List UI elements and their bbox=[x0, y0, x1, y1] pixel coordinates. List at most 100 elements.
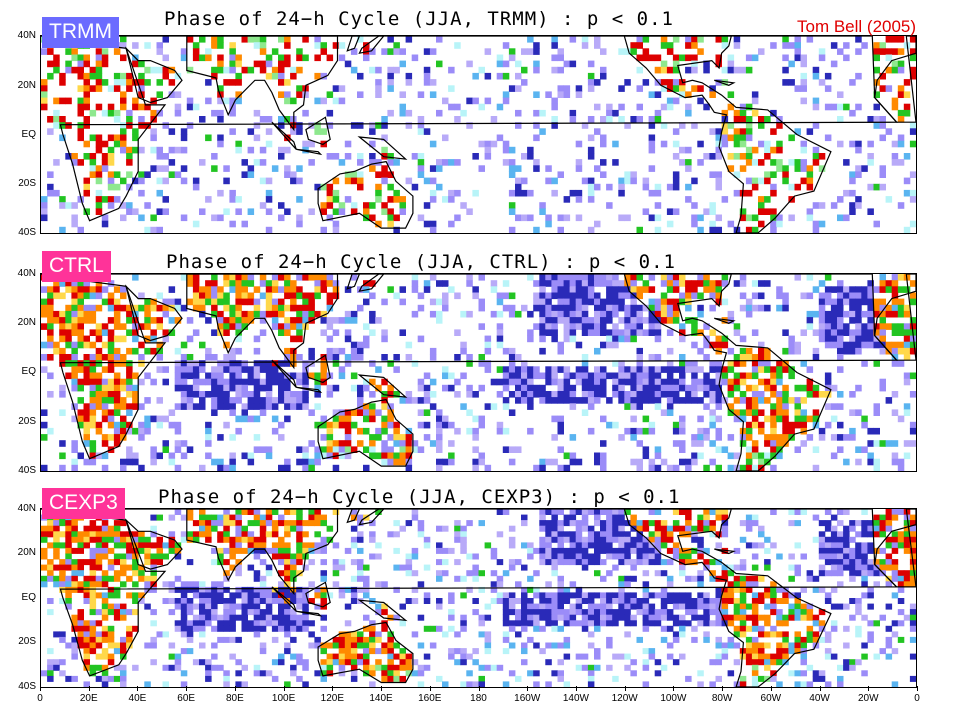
phase-cell bbox=[776, 372, 783, 380]
phase-cell bbox=[302, 531, 309, 538]
phase-cell bbox=[909, 140, 916, 148]
phase-cell bbox=[909, 514, 916, 521]
phase-cell bbox=[636, 531, 643, 538]
phase-cell bbox=[107, 146, 115, 154]
phase-cell bbox=[168, 421, 176, 429]
phase-cell bbox=[703, 403, 710, 410]
phase-cell bbox=[849, 391, 856, 398]
phase-cell bbox=[241, 36, 248, 43]
phase-cell bbox=[199, 54, 206, 62]
phase-cell bbox=[581, 36, 589, 43]
phase-cell bbox=[199, 598, 206, 604]
phase-cell bbox=[885, 581, 893, 588]
phase-cell bbox=[782, 409, 789, 416]
phase-cell bbox=[733, 415, 741, 423]
phase-cell bbox=[223, 536, 230, 543]
phase-cell bbox=[703, 103, 710, 111]
phase-cell bbox=[101, 159, 109, 166]
phase-cell bbox=[442, 159, 449, 166]
phase-cell bbox=[672, 614, 680, 621]
phase-cell bbox=[265, 564, 273, 571]
phase-cell bbox=[745, 226, 753, 233]
phase-cell bbox=[824, 553, 832, 560]
phase-cell bbox=[211, 592, 218, 599]
phase-cell bbox=[284, 464, 291, 471]
phase-cell bbox=[618, 553, 625, 560]
phase-cell bbox=[448, 372, 455, 380]
phase-cell bbox=[132, 531, 139, 538]
phase-cell bbox=[855, 298, 862, 306]
phase-cell bbox=[150, 226, 157, 233]
phase-cell bbox=[381, 48, 388, 55]
phase-cell bbox=[429, 354, 437, 361]
coastline bbox=[346, 36, 361, 52]
phase-cell bbox=[903, 452, 911, 460]
phase-cell bbox=[666, 581, 674, 588]
phase-cell bbox=[211, 214, 218, 222]
phase-cell bbox=[691, 280, 698, 287]
phase-cell bbox=[581, 304, 589, 312]
phase-cell bbox=[235, 384, 242, 392]
phase-cell bbox=[107, 366, 115, 373]
phase-cell bbox=[417, 171, 425, 178]
phase-cell bbox=[806, 603, 814, 610]
phase-cell bbox=[436, 525, 443, 532]
phase-cell bbox=[758, 341, 765, 349]
phase-cell bbox=[126, 391, 133, 398]
phase-cell bbox=[751, 226, 759, 233]
phase-cell bbox=[897, 274, 905, 281]
phase-cell bbox=[357, 177, 364, 185]
phase-cell bbox=[691, 525, 698, 532]
phase-cell bbox=[508, 171, 516, 178]
phase-cell bbox=[448, 189, 455, 197]
phase-cell bbox=[575, 85, 583, 92]
phase-cell bbox=[223, 292, 230, 300]
phase-cell bbox=[909, 54, 916, 62]
phase-cell bbox=[466, 409, 473, 416]
phase-cell bbox=[350, 177, 358, 185]
phase-cell bbox=[174, 403, 182, 410]
phase-cell bbox=[65, 304, 72, 312]
phase-cell bbox=[229, 384, 236, 392]
phase-cell bbox=[654, 614, 662, 621]
phase-cell bbox=[855, 202, 862, 209]
phase-cell bbox=[691, 440, 698, 447]
phase-cell bbox=[879, 122, 886, 129]
phase-cell bbox=[758, 140, 765, 148]
phase-cell bbox=[259, 531, 267, 538]
phase-cell bbox=[478, 165, 485, 172]
phase-cell bbox=[581, 42, 589, 49]
phase-cell bbox=[156, 292, 163, 300]
phase-cell bbox=[417, 378, 425, 386]
phase-cell bbox=[229, 514, 236, 521]
phase-cell bbox=[71, 48, 78, 55]
phase-cell bbox=[47, 304, 54, 312]
phase-cell bbox=[581, 298, 589, 306]
phase-cell bbox=[205, 452, 212, 460]
phase-cell bbox=[624, 378, 631, 386]
phase-cell bbox=[271, 72, 279, 80]
phase-cell bbox=[271, 378, 279, 386]
phase-cell bbox=[721, 609, 729, 616]
phase-cell bbox=[320, 559, 327, 566]
phase-cell bbox=[223, 177, 230, 185]
phase-cell bbox=[745, 116, 753, 123]
coastline bbox=[874, 36, 916, 123]
phase-cell bbox=[369, 128, 376, 135]
phase-cell bbox=[126, 409, 133, 416]
phase-cell bbox=[855, 165, 862, 172]
phase-cell bbox=[278, 391, 285, 398]
phase-cell bbox=[672, 366, 680, 373]
phase-cell bbox=[156, 208, 163, 215]
phase-cell bbox=[393, 214, 400, 222]
phase-cell bbox=[53, 536, 60, 543]
phase-cell bbox=[460, 109, 467, 117]
phase-cell bbox=[101, 196, 109, 203]
phase-cell bbox=[265, 280, 273, 287]
phase-cell bbox=[594, 514, 601, 521]
phase-cell bbox=[776, 146, 783, 154]
phase-cell bbox=[770, 421, 777, 429]
phase-cell bbox=[891, 440, 899, 447]
phase-cell bbox=[357, 559, 364, 566]
phase-cell bbox=[235, 60, 242, 68]
